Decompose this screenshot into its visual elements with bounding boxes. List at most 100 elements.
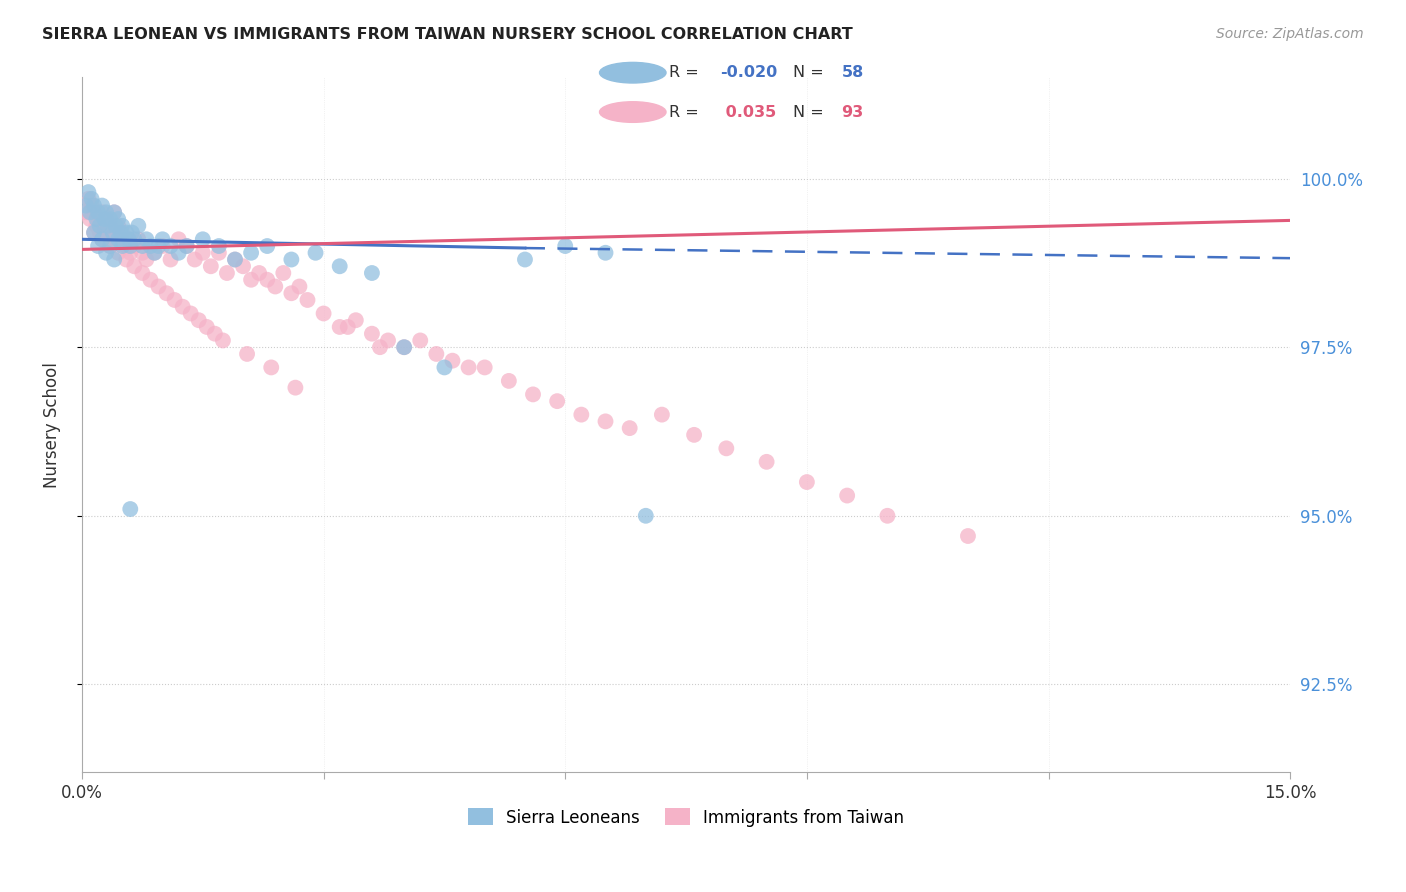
Point [87, 212, 110, 227]
Point [103, 205, 125, 219]
Point [87, 239, 110, 253]
Point [83, 205, 105, 219]
Point [956, 529, 979, 543]
Point [118, 232, 141, 246]
Point [195, 320, 218, 334]
Point [392, 340, 415, 354]
Point [215, 266, 238, 280]
Point [135, 232, 157, 246]
Circle shape [599, 102, 666, 122]
Point [344, 313, 367, 327]
Point [127, 232, 149, 246]
Point [83, 198, 105, 212]
Point [569, 408, 592, 422]
Point [433, 360, 456, 375]
Point [75, 205, 97, 219]
Point [98, 212, 121, 227]
Point [163, 293, 186, 307]
Point [77, 185, 100, 199]
Point [103, 205, 125, 219]
Point [474, 360, 496, 375]
Point [595, 414, 617, 428]
Point [683, 428, 706, 442]
Point [264, 279, 287, 293]
Point [224, 252, 246, 267]
Point [329, 320, 352, 334]
Point [183, 252, 205, 267]
Point [297, 293, 319, 307]
Point [619, 421, 641, 435]
Point [107, 232, 129, 246]
Point [127, 219, 149, 233]
Point [91, 232, 114, 246]
Point [240, 245, 263, 260]
Point [77, 192, 100, 206]
Point [336, 320, 359, 334]
Point [107, 219, 129, 233]
Point [441, 353, 464, 368]
Point [837, 489, 859, 503]
Point [98, 239, 121, 253]
Point [191, 245, 214, 260]
Point [79, 205, 101, 219]
Point [143, 245, 166, 260]
Point [155, 286, 177, 301]
Point [139, 273, 162, 287]
Point [91, 198, 114, 212]
Point [115, 252, 138, 267]
Point [312, 306, 335, 320]
Point [111, 219, 134, 233]
Circle shape [599, 62, 666, 83]
Point [86, 219, 108, 233]
Point [361, 326, 384, 341]
Point [513, 252, 536, 267]
Point [148, 239, 170, 253]
Point [457, 360, 479, 375]
Text: SIERRA LEONEAN VS IMMIGRANTS FROM TAIWAN NURSERY SCHOOL CORRELATION CHART: SIERRA LEONEAN VS IMMIGRANTS FROM TAIWAN… [42, 27, 853, 42]
Point [247, 266, 270, 280]
Text: R =: R = [669, 104, 699, 120]
Text: -0.020: -0.020 [720, 65, 778, 80]
Point [111, 239, 134, 253]
Point [796, 475, 818, 489]
Point [121, 226, 143, 240]
Y-axis label: Nursery School: Nursery School [44, 362, 60, 488]
Point [425, 347, 447, 361]
Point [139, 239, 162, 253]
Point [634, 508, 657, 523]
Point [256, 273, 278, 287]
Point [176, 239, 198, 253]
Text: 93: 93 [841, 104, 863, 120]
Point [200, 260, 222, 274]
Point [93, 219, 115, 233]
Point [80, 192, 103, 206]
Text: 58: 58 [841, 65, 863, 80]
Point [97, 219, 120, 233]
Point [83, 226, 105, 240]
Point [86, 212, 108, 227]
Point [256, 239, 278, 253]
Point [368, 340, 391, 354]
Point [104, 219, 127, 233]
Point [79, 212, 101, 227]
Point [101, 232, 124, 246]
Point [280, 252, 302, 267]
Point [288, 279, 311, 293]
Point [522, 387, 544, 401]
Point [595, 245, 617, 260]
Point [80, 198, 103, 212]
Point [273, 266, 295, 280]
Point [75, 198, 97, 212]
Point [180, 306, 202, 320]
Point [110, 226, 132, 240]
Point [94, 212, 117, 227]
Point [392, 340, 415, 354]
Point [111, 226, 134, 240]
Point [131, 266, 153, 280]
Point [131, 239, 153, 253]
Point [208, 245, 231, 260]
Point [107, 212, 129, 227]
Point [120, 502, 142, 516]
Point [124, 260, 146, 274]
Point [409, 334, 432, 348]
